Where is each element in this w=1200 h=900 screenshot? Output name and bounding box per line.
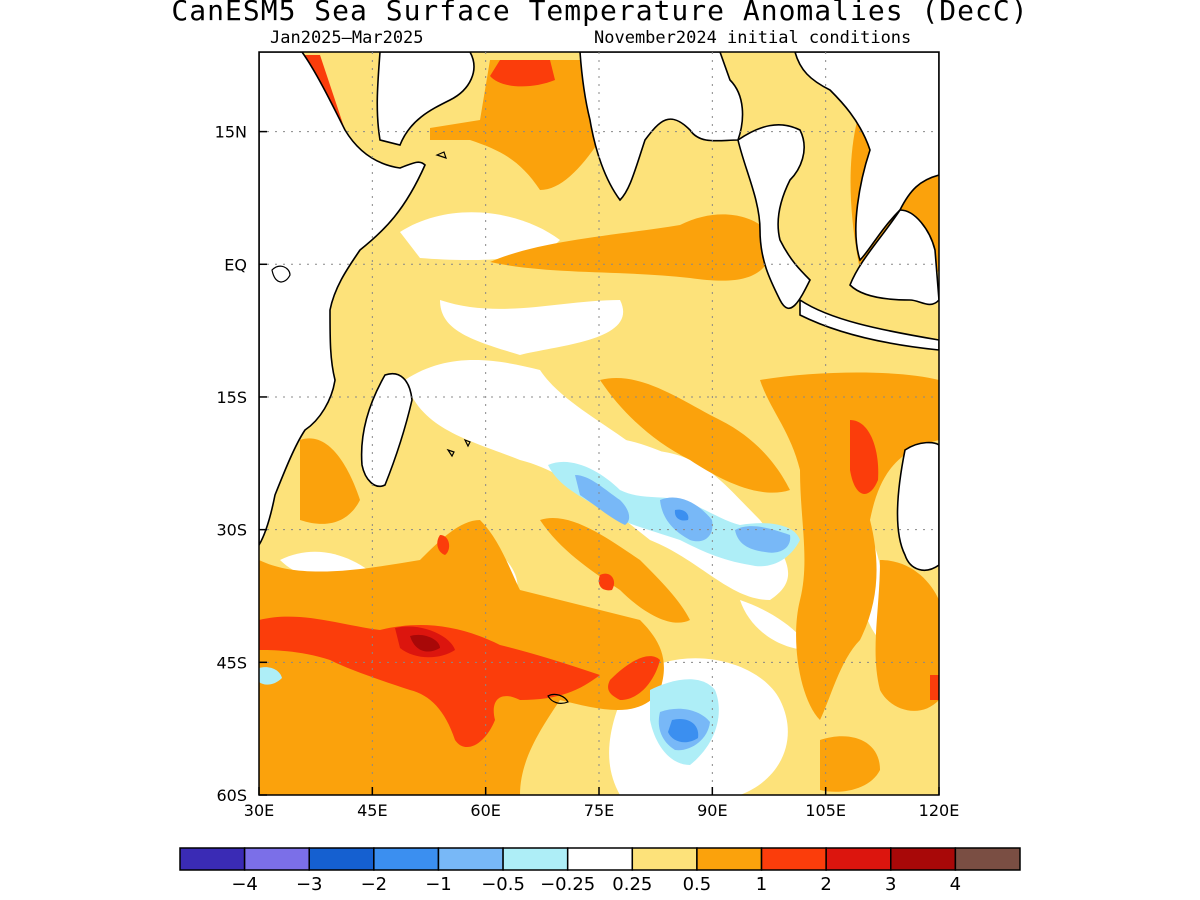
map-field — [259, 52, 939, 795]
y-tick-label: 60S — [216, 786, 247, 805]
colorbar-label: −2 — [361, 874, 388, 895]
x-tick-label: 75E — [584, 801, 614, 820]
axis-ticks: 30E 45E 60E 75E 90E 105E 120E 15N EQ 15S 30S 45S 60S — [215, 123, 960, 820]
x-tick-label: 90E — [697, 801, 727, 820]
colorbar-label: −4 — [231, 874, 258, 895]
y-tick-label: 30S — [216, 521, 247, 540]
strong-cool-regions — [668, 509, 699, 743]
colorbar-swatch — [825, 847, 892, 871]
colorbar-swatch — [954, 847, 1021, 871]
colorbar-swatch — [890, 847, 957, 871]
colorbar-label: 4 — [950, 874, 961, 895]
y-tick-label: 15N — [215, 123, 247, 142]
y-tick-label: EQ — [224, 255, 247, 274]
colorbar-label: −0.5 — [481, 874, 525, 895]
forecast-period: Jan2025–Mar2025 — [270, 28, 424, 48]
x-tick-label: 120E — [919, 801, 960, 820]
x-tick-label: 45E — [357, 801, 387, 820]
x-tick-label: 105E — [805, 801, 846, 820]
land-masses — [259, 52, 939, 571]
colorbar-swatch — [631, 847, 698, 871]
colorbar-swatch — [760, 847, 827, 871]
colorbar: −4 −3 −2 −1 −0.5 −0.25 0.25 0.5 1 2 3 4 — [179, 847, 1021, 895]
x-tick-label: 60E — [470, 801, 500, 820]
colorbar-label: 2 — [820, 874, 831, 895]
initial-conditions-label: November2024 initial conditions — [594, 28, 912, 48]
x-tick-label: 30E — [244, 801, 274, 820]
colorbar-swatch — [243, 847, 310, 871]
colorbar-swatch — [566, 847, 634, 871]
colorbar-label: 0.25 — [612, 874, 652, 895]
colorbar-swatch — [179, 847, 246, 871]
colorbar-label: 3 — [885, 874, 896, 895]
colorbar-label: −1 — [425, 874, 452, 895]
colorbar-label: 1 — [756, 874, 767, 895]
colorbar-label: −3 — [296, 874, 323, 895]
y-tick-label: 15S — [216, 388, 247, 407]
small-islands — [271, 151, 569, 704]
colorbar-swatch — [502, 847, 569, 871]
colorbar-swatch — [696, 847, 763, 871]
colorbar-label: 0.5 — [683, 874, 712, 895]
colorbar-swatch — [308, 847, 375, 871]
extreme-warm-regions — [410, 634, 440, 652]
colorbar-swatch — [373, 847, 440, 871]
colorbar-label: −0.25 — [540, 874, 595, 895]
colorbar-swatch — [437, 847, 504, 871]
y-tick-label: 45S — [216, 653, 247, 672]
graticule — [259, 52, 939, 795]
chart-title: CanESM5 Sea Surface Temperature Anomalie… — [171, 0, 1029, 27]
